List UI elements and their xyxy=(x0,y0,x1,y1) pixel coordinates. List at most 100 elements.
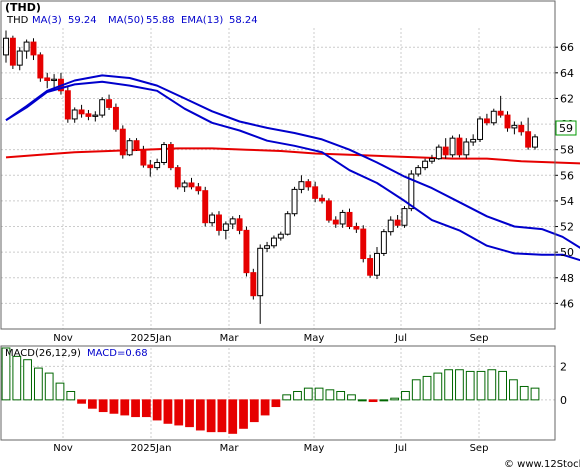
macd-bar-negative xyxy=(271,399,281,408)
macd-bar-negative xyxy=(260,399,270,416)
candle-down xyxy=(243,229,250,274)
candle-up xyxy=(71,109,78,120)
macd-bar-positive xyxy=(519,385,529,401)
candle-down xyxy=(64,90,71,120)
candle-up xyxy=(154,161,161,169)
legend-ma3-label: MA(3) xyxy=(32,15,62,26)
macd-bar-negative xyxy=(98,399,108,413)
macd-bar-positive xyxy=(401,390,410,401)
macd-x-tick-label: Mar xyxy=(220,443,240,454)
candle-down xyxy=(504,114,511,129)
candle-up xyxy=(126,140,133,156)
macd-bar-positive xyxy=(347,394,356,401)
candle-up xyxy=(284,213,291,235)
macd-bar-positive xyxy=(422,375,432,401)
candle-up xyxy=(339,211,346,225)
candle-up xyxy=(511,124,518,129)
candle-down xyxy=(112,106,119,130)
macd-bar-positive xyxy=(411,379,421,401)
macd-bar-negative xyxy=(239,399,248,429)
candle-down xyxy=(518,124,525,133)
macd-bar-positive xyxy=(530,387,540,401)
macd-bar-negative xyxy=(195,399,205,431)
candle-up xyxy=(161,144,167,163)
price-y-tick-label: 54 xyxy=(560,195,574,208)
candle-down xyxy=(78,109,85,115)
macd-bar-positive xyxy=(34,367,43,401)
candle-up xyxy=(209,214,216,224)
ma3-path xyxy=(5,80,580,262)
candle-down xyxy=(167,144,174,169)
candle-down xyxy=(346,211,353,228)
macd-bar-negative xyxy=(131,399,140,418)
candle-down xyxy=(442,146,449,156)
macd-bar-negative xyxy=(141,399,151,418)
candle-down xyxy=(250,272,257,297)
candle-up xyxy=(449,137,456,156)
candle-up xyxy=(51,78,58,82)
macd-bar-negative xyxy=(206,399,216,433)
macd-bar-positive xyxy=(357,399,367,402)
macd-bar-negative xyxy=(87,399,97,409)
price-y-tick-label: 56 xyxy=(560,169,574,182)
candle-up xyxy=(477,118,484,140)
candle-down xyxy=(525,131,532,148)
candle-down xyxy=(119,128,126,156)
candle-down xyxy=(147,164,154,169)
macd-bar-positive xyxy=(509,379,518,401)
legend-ma50-label: MA(50) xyxy=(108,15,144,26)
macd-bar-negative xyxy=(120,399,130,416)
price-x-tick-label: Sep xyxy=(470,333,489,344)
candle-up xyxy=(181,182,188,188)
candle-down xyxy=(195,186,202,192)
macd-bar-positive xyxy=(390,397,400,401)
candle-up xyxy=(470,138,477,143)
ma3-line xyxy=(5,80,580,262)
candle-down xyxy=(497,110,504,116)
macd-y-tick-label: 2 xyxy=(560,360,567,373)
candle-up xyxy=(23,41,30,52)
candle-up xyxy=(532,136,538,148)
candle-up xyxy=(16,50,23,66)
macd-bar-positive xyxy=(379,399,389,402)
candle-down xyxy=(312,186,319,199)
candle-down xyxy=(9,37,16,66)
macd-bar-positive xyxy=(487,369,497,401)
price-y-tick-label: 52 xyxy=(560,221,574,234)
candle-down xyxy=(133,140,140,151)
candle-down xyxy=(325,200,332,221)
candle-down xyxy=(456,137,463,156)
footer-copyright: © www.12Stocks.com xyxy=(504,459,580,470)
macd-bar-positive xyxy=(293,390,302,401)
candle-down xyxy=(305,181,312,188)
macd-bar-positive xyxy=(498,370,507,401)
price-x-tick-label: May xyxy=(304,333,325,344)
candle-up xyxy=(291,188,298,215)
macd-bar-positive xyxy=(336,390,346,401)
price-y-tick-label: 64 xyxy=(560,67,574,80)
price-x-tick-label: 2025Jan xyxy=(131,333,172,344)
macd-bar-negative xyxy=(185,399,194,428)
macd-bar-positive xyxy=(444,369,454,401)
macd-bar-positive xyxy=(23,359,32,401)
candle-down xyxy=(394,219,401,226)
macd-bar-negative xyxy=(228,399,238,434)
macd-bar-positive xyxy=(433,372,443,401)
legend-ema13-value: 58.24 xyxy=(229,15,258,26)
macd-bar-positive xyxy=(476,370,486,401)
legend-symbol: THD xyxy=(6,15,29,26)
candle-up xyxy=(264,245,271,249)
price-y-tick-label: 66 xyxy=(560,41,574,54)
macd-bar-negative xyxy=(174,399,184,426)
macd-bar-positive xyxy=(1,347,11,401)
macd-bar-positive xyxy=(12,355,22,401)
legend-ma3-value: 59.24 xyxy=(68,15,97,26)
candle-up xyxy=(229,218,236,225)
candle-down xyxy=(37,54,44,79)
price-x-tick-label: Nov xyxy=(53,333,73,344)
candle-up xyxy=(463,141,470,156)
price-y-tick-label: 48 xyxy=(560,272,574,285)
macd-x-tick-label: May xyxy=(304,443,325,454)
